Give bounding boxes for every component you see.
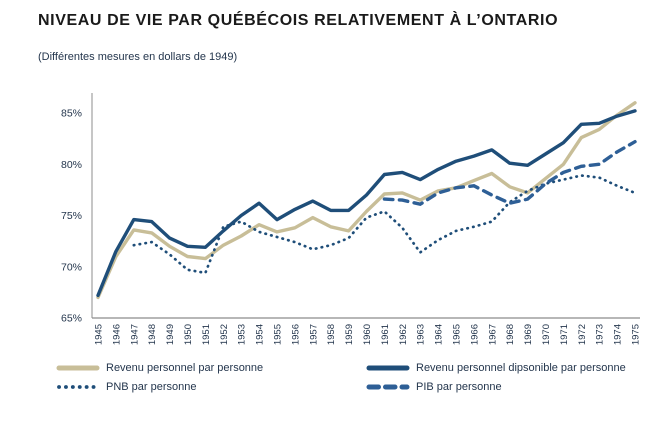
x-tick-label: 1964 [434,324,445,345]
x-tick-label: 1965 [452,324,463,345]
series-line-3 [382,140,637,207]
x-tick-label: 1973 [595,324,606,345]
x-tick-label: 1970 [541,324,552,345]
series-line-2 [132,174,637,275]
legend-item: PIB par personne [365,381,655,393]
x-tick-label: 1960 [362,324,373,345]
legend-item-label: PNB par personne [106,381,197,393]
legend-item-label: Revenu personnel par personne [106,362,264,374]
x-tick-label: 1975 [631,324,642,345]
legend-swatch-dotted-icon [57,385,99,389]
legend-item: PNB par personne [55,381,365,393]
chart-legend: Revenu personnel par personne Revenu pers… [55,362,655,393]
x-tick-label: 1961 [380,324,391,345]
y-tick-label: 85% [61,108,82,120]
x-tick-label: 1957 [308,324,319,345]
x-tick-label: 1974 [613,324,624,345]
x-tick-label: 1963 [416,324,427,345]
x-tick-label: 1966 [469,324,480,345]
line-chart: 65% 70% 75% 80% 85% 1945 1946 1947 1948 1949 1950 1… [61,93,642,345]
x-tick-label: 1954 [255,324,266,345]
series-line-1 [96,109,637,298]
x-tick-label: 1953 [237,324,248,345]
legend-item: Revenu personnel dipsonible par personne [365,362,655,374]
legend-item-label: Revenu personnel dipsonible par personne [416,362,626,374]
x-tick-label: 1950 [183,324,194,345]
x-tick-label: 1971 [559,324,570,345]
x-tick-label: 1948 [147,324,158,345]
legend-swatch-solid-icon [366,365,410,371]
y-tick-label: 75% [61,210,82,222]
chart-title: NIVEAU DE VIE PAR QUÉBÉCOIS RELATIVEMENT… [38,12,559,29]
x-tick-label: 1945 [94,324,105,345]
x-tick-label: 1947 [129,324,140,345]
x-tick-label: 1952 [219,324,230,345]
series-line-0 [96,101,637,300]
x-tick-label: 1968 [505,324,516,345]
legend-swatch-solid-icon [56,365,100,371]
y-tick-label: 80% [61,159,82,171]
x-tick-label: 1959 [344,324,355,345]
x-tick-label: 1946 [111,324,122,345]
x-tick-label: 1956 [290,324,301,345]
legend-swatch-dashed-icon [366,384,410,390]
x-tick-label: 1972 [577,324,588,345]
x-tick-label: 1949 [165,324,176,345]
y-tick-label: 70% [61,261,82,273]
x-tick-label: 1962 [398,324,409,345]
x-tick-label: 1967 [487,324,498,345]
x-tick-label: 1955 [273,324,284,345]
x-tick-label: 1958 [326,324,337,345]
legend-item-label: PIB par personne [416,381,502,393]
legend-item: Revenu personnel par personne [55,362,365,374]
x-tick-label: 1951 [201,324,212,345]
x-tick-label: 1969 [523,324,534,345]
chart-subtitle: (Différentes mesures en dollars de 1949) [38,51,238,63]
y-tick-label: 65% [61,313,82,325]
